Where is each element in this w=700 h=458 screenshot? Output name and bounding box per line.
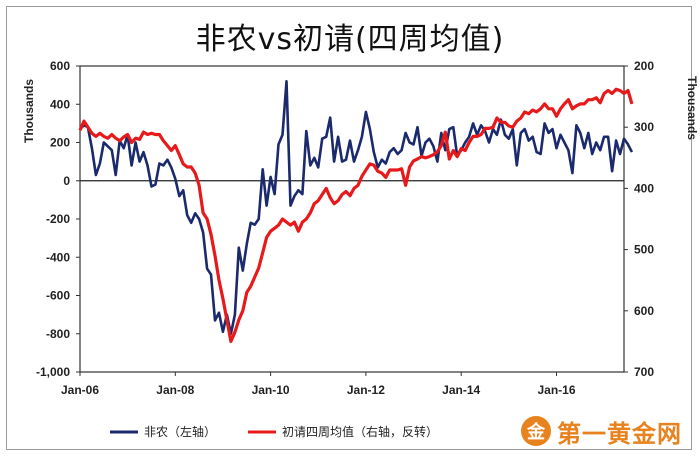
left-tick-label: -400 xyxy=(46,250,70,264)
series-line-2 xyxy=(78,87,634,343)
right-tick-label: 700 xyxy=(634,365,654,379)
left-tick-label: 600 xyxy=(50,59,70,73)
legend-label-1: 非农（左轴） xyxy=(144,424,216,439)
x-tick-label: Jan-14 xyxy=(442,383,480,397)
x-tick-label: Jan-06 xyxy=(61,383,99,397)
x-tick-label: Jan-16 xyxy=(537,383,575,397)
right-tick-label: 600 xyxy=(634,304,654,318)
right-tick-label: 400 xyxy=(634,181,654,195)
left-tick-label: 0 xyxy=(63,174,70,188)
plot-area xyxy=(79,65,625,373)
right-axis-ticks: 200 300 400 500 600 700 xyxy=(624,59,654,379)
gold-coin-icon: 金 xyxy=(521,416,551,446)
x-axis-ticks: Jan-06 Jan-08 Jan-10 Jan-12 Jan-14 Jan-16 xyxy=(61,372,576,397)
series-layer xyxy=(78,80,634,343)
right-tick-label: 300 xyxy=(634,120,654,134)
left-tick-label: 400 xyxy=(50,97,70,111)
left-tick-label: 200 xyxy=(50,136,70,150)
left-axis-ticks: 600 400 200 0 -200 -400 -600 -800 -1,000 xyxy=(36,59,80,379)
left-tick-label: -200 xyxy=(46,212,70,226)
x-tick-label: Jan-10 xyxy=(252,383,290,397)
right-tick-label: 200 xyxy=(634,59,654,73)
left-axis-label: Thousands xyxy=(22,79,36,143)
watermark-text: 第一黄金网 xyxy=(557,419,682,448)
x-tick-label: Jan-12 xyxy=(347,383,385,397)
legend-label-2: 初请四周均值（右轴，反转） xyxy=(282,424,438,439)
plot-border xyxy=(79,65,625,373)
right-tick-label: 500 xyxy=(634,243,654,257)
right-axis-label: Thousands xyxy=(685,76,699,140)
left-tick-label: -1,000 xyxy=(36,365,70,379)
series-line-1 xyxy=(79,80,634,336)
chart-frame xyxy=(6,6,692,450)
watermark-logo: 金 第一黄金网 xyxy=(521,414,682,448)
x-tick-label: Jan-08 xyxy=(156,383,194,397)
left-tick-label: -800 xyxy=(46,327,70,341)
chart-title: 非农vs初请(四周均值) xyxy=(195,22,505,57)
legend: 非农（左轴） 初请四周均值（右轴，反转） xyxy=(110,424,438,439)
left-tick-label: -600 xyxy=(46,289,70,303)
